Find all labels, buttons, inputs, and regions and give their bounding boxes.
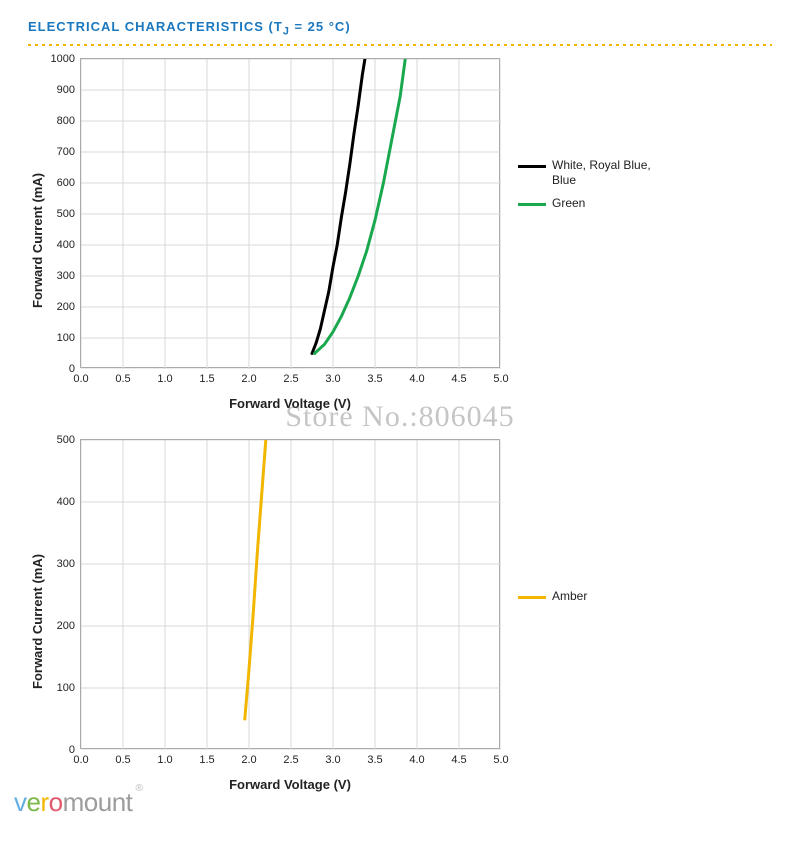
y-tick-label: 700: [57, 146, 81, 158]
x-tick-label: 1.0: [157, 367, 172, 385]
legend-label: Green: [552, 196, 585, 211]
series-line: [245, 440, 266, 719]
x-tick-label: 2.5: [283, 367, 298, 385]
y-tick-label: 900: [57, 84, 81, 96]
legend-swatch: [518, 596, 546, 599]
legend-label: White, Royal Blue, Blue: [552, 158, 662, 188]
title-prefix: ELECTRICAL CHARACTERISTICS (T: [28, 19, 283, 34]
y-tick-label: 500: [57, 208, 81, 220]
logo-letter: v: [14, 787, 27, 817]
y-tick-label: 400: [57, 496, 81, 508]
y-tick-label: 300: [57, 558, 81, 570]
x-tick-label: 2.0: [241, 748, 256, 766]
x-tick-label: 4.5: [451, 748, 466, 766]
legend-label: Amber: [552, 589, 587, 604]
x-tick-label: 0.5: [115, 748, 130, 766]
chart-1-ylabel: Forward Current (mA): [30, 173, 45, 308]
chart-2-ylabel: Forward Current (mA): [30, 554, 45, 689]
logo-letter: o: [49, 787, 63, 817]
x-tick-label: 3.0: [325, 748, 340, 766]
chart-1-legend: White, Royal Blue, Blue Green: [518, 158, 662, 219]
y-tick-label: 200: [57, 301, 81, 313]
series-line: [312, 59, 365, 354]
title-subscript: J: [283, 26, 290, 38]
chart-svg: [81, 440, 501, 750]
x-tick-label: 2.0: [241, 367, 256, 385]
legend-swatch: [518, 165, 546, 168]
legend-swatch: [518, 203, 546, 206]
y-tick-label: 300: [57, 270, 81, 282]
chart-2-legend: Amber: [518, 589, 587, 612]
x-tick-label: 3.0: [325, 367, 340, 385]
legend-row: White, Royal Blue, Blue: [518, 158, 662, 188]
chart-block-1: Forward Current (mA) 0100200300400500600…: [80, 58, 800, 411]
x-tick-label: 1.0: [157, 748, 172, 766]
x-tick-label: 1.5: [199, 367, 214, 385]
chart-block-2: Forward Current (mA) 01002003004005000.0…: [80, 439, 800, 792]
y-tick-label: 100: [57, 682, 81, 694]
x-tick-label: 5.0: [493, 748, 508, 766]
x-tick-label: 4.5: [451, 367, 466, 385]
x-tick-label: 1.5: [199, 748, 214, 766]
chart-2-xlabel: Forward Voltage (V): [80, 777, 500, 792]
title-suffix: = 25 °C): [290, 19, 351, 34]
y-tick-label: 800: [57, 115, 81, 127]
section-header: ELECTRICAL CHARACTERISTICS (TJ = 25 °C): [0, 0, 800, 42]
watermark-logo: veromount®: [14, 787, 132, 818]
legend-row: Amber: [518, 589, 587, 604]
header-divider: [28, 44, 772, 46]
chart-2-area: Forward Current (mA) 01002003004005000.0…: [80, 439, 500, 792]
chart-2-plot: 01002003004005000.00.51.01.52.02.53.03.5…: [80, 439, 500, 749]
y-tick-label: 1000: [51, 53, 81, 65]
logo-letter: e: [27, 787, 41, 817]
x-tick-label: 2.5: [283, 748, 298, 766]
chart-1-plot: 010020030040050060070080090010000.00.51.…: [80, 58, 500, 368]
x-tick-label: 0.5: [115, 367, 130, 385]
x-tick-label: 0.0: [73, 748, 88, 766]
y-tick-label: 100: [57, 332, 81, 344]
x-tick-label: 4.0: [409, 367, 424, 385]
header-title: ELECTRICAL CHARACTERISTICS (TJ = 25 °C): [28, 19, 351, 34]
chart-1-xlabel: Forward Voltage (V): [80, 396, 500, 411]
chart-svg: [81, 59, 501, 369]
y-tick-label: 500: [57, 434, 81, 446]
x-tick-label: 0.0: [73, 367, 88, 385]
logo-letter: r: [40, 787, 48, 817]
y-tick-label: 600: [57, 177, 81, 189]
chart-1-area: Forward Current (mA) 0100200300400500600…: [80, 58, 500, 411]
y-tick-label: 400: [57, 239, 81, 251]
y-tick-label: 200: [57, 620, 81, 632]
legend-row: Green: [518, 196, 662, 211]
x-tick-label: 4.0: [409, 748, 424, 766]
x-tick-label: 5.0: [493, 367, 508, 385]
x-tick-label: 3.5: [367, 748, 382, 766]
x-tick-label: 3.5: [367, 367, 382, 385]
